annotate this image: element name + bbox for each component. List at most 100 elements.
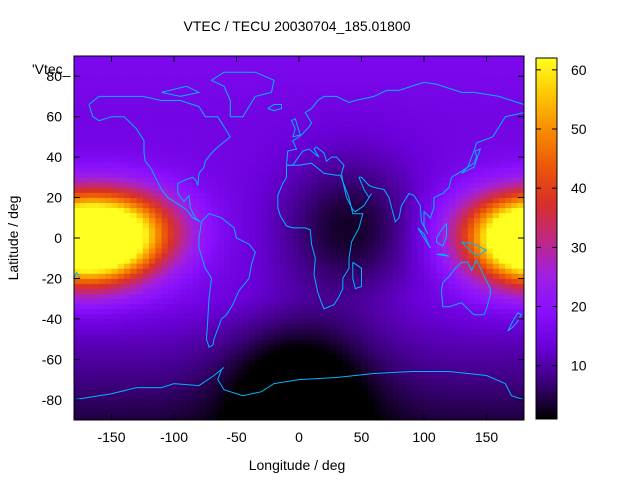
heatmap-cell bbox=[342, 354, 350, 360]
heatmap-cell bbox=[455, 162, 462, 168]
heatmap-cell bbox=[355, 212, 362, 219]
heatmap-cell bbox=[392, 141, 400, 148]
heatmap-cell bbox=[261, 106, 269, 113]
heatmap-cell bbox=[455, 61, 462, 67]
heatmap-cell bbox=[405, 349, 412, 355]
heatmap-cell bbox=[267, 278, 275, 284]
heatmap-cell bbox=[367, 167, 375, 173]
heatmap-cell bbox=[305, 207, 312, 214]
heatmap-cell bbox=[74, 96, 81, 102]
heatmap-cell bbox=[499, 66, 506, 72]
heatmap-cell bbox=[430, 349, 437, 355]
heatmap-cell bbox=[242, 283, 250, 289]
heatmap-cell bbox=[492, 217, 500, 224]
heatmap-cell bbox=[436, 177, 444, 183]
heatmap-cell bbox=[305, 349, 312, 355]
heatmap-cell bbox=[211, 162, 219, 168]
heatmap-cell bbox=[186, 207, 194, 214]
heatmap-cell bbox=[442, 71, 450, 77]
heatmap-cell bbox=[192, 96, 200, 102]
heatmap-cell bbox=[399, 389, 406, 396]
heatmap-cell bbox=[99, 374, 106, 380]
heatmap-cell bbox=[411, 384, 419, 391]
heatmap-cell bbox=[274, 384, 281, 391]
heatmap-cell bbox=[299, 323, 306, 330]
heatmap-cell bbox=[455, 379, 462, 386]
heatmap-cell bbox=[367, 318, 375, 325]
heatmap-cell bbox=[492, 329, 500, 335]
heatmap-cell bbox=[255, 227, 262, 234]
heatmap-cell bbox=[230, 86, 237, 92]
heatmap-cell bbox=[155, 263, 162, 269]
heatmap-cell bbox=[224, 141, 231, 148]
heatmap-cell bbox=[111, 313, 119, 320]
heatmap-cell bbox=[386, 253, 394, 259]
heatmap-cell bbox=[155, 76, 162, 82]
heatmap-cell bbox=[205, 106, 212, 113]
heatmap-cell bbox=[105, 106, 112, 113]
heatmap-cell bbox=[480, 116, 487, 123]
heatmap-cell bbox=[136, 268, 144, 274]
heatmap-cell bbox=[255, 152, 262, 158]
heatmap-cell bbox=[80, 136, 87, 143]
heatmap-cell bbox=[74, 232, 81, 239]
heatmap-cell bbox=[305, 177, 312, 183]
heatmap-cell bbox=[211, 273, 219, 279]
heatmap-cell bbox=[355, 298, 362, 305]
heatmap-cell bbox=[305, 81, 312, 87]
heatmap-cell bbox=[111, 303, 119, 310]
heatmap-cell bbox=[417, 384, 425, 391]
heatmap-cell bbox=[311, 248, 319, 254]
heatmap-cell bbox=[130, 414, 137, 421]
heatmap-cell bbox=[230, 101, 237, 107]
heatmap-cell bbox=[480, 334, 487, 340]
heatmap-cell bbox=[455, 147, 462, 153]
heatmap-cell bbox=[367, 369, 375, 375]
heatmap-cell bbox=[217, 268, 225, 274]
heatmap-cell bbox=[224, 409, 231, 416]
heatmap-cell bbox=[349, 344, 356, 350]
heatmap-cell bbox=[161, 288, 169, 295]
heatmap-cell bbox=[311, 394, 319, 401]
heatmap-cell bbox=[242, 303, 250, 310]
heatmap-cell bbox=[361, 217, 369, 224]
heatmap-cell bbox=[424, 318, 431, 325]
heatmap-cell bbox=[386, 76, 394, 82]
heatmap-cell bbox=[280, 273, 287, 279]
heatmap-cell bbox=[217, 334, 225, 340]
heatmap-cell bbox=[305, 167, 312, 173]
heatmap-cell bbox=[411, 182, 419, 188]
heatmap-cell bbox=[230, 313, 237, 320]
heatmap-cell bbox=[111, 308, 119, 315]
heatmap-cell bbox=[442, 334, 450, 340]
heatmap-cell bbox=[192, 359, 200, 365]
heatmap-cell bbox=[74, 364, 81, 370]
heatmap-cell bbox=[480, 157, 487, 163]
heatmap-cell bbox=[99, 329, 106, 335]
heatmap-cell bbox=[374, 389, 381, 396]
heatmap-cell bbox=[436, 404, 444, 411]
heatmap-cell bbox=[292, 308, 300, 315]
heatmap-cell bbox=[136, 273, 144, 279]
heatmap-cell bbox=[280, 329, 287, 335]
heatmap-cell bbox=[180, 268, 187, 274]
heatmap-cell bbox=[336, 91, 344, 97]
heatmap-cell bbox=[305, 263, 312, 269]
heatmap-cell bbox=[174, 293, 181, 300]
heatmap-cell bbox=[467, 268, 475, 274]
heatmap-cell bbox=[255, 141, 262, 148]
heatmap-cell bbox=[342, 141, 350, 148]
heatmap-cell bbox=[267, 162, 275, 168]
heatmap-cell bbox=[461, 177, 469, 183]
heatmap-cell bbox=[205, 258, 212, 264]
heatmap-cell bbox=[174, 404, 181, 411]
heatmap-cell bbox=[299, 394, 306, 401]
heatmap-cell bbox=[374, 414, 381, 421]
heatmap-cell bbox=[405, 263, 412, 269]
heatmap-cell bbox=[130, 404, 137, 411]
heatmap-cell bbox=[130, 147, 137, 153]
heatmap-cell bbox=[267, 116, 275, 123]
heatmap-cell bbox=[292, 288, 300, 295]
heatmap-cell bbox=[436, 106, 444, 113]
heatmap-cell bbox=[430, 399, 437, 406]
